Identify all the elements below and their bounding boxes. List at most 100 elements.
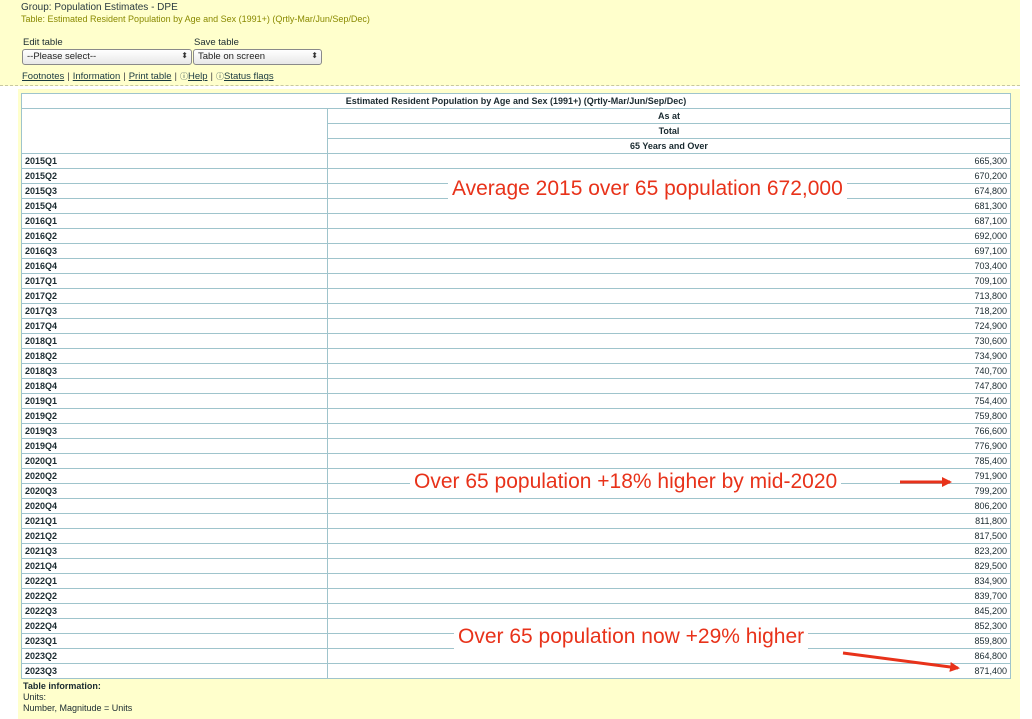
table-row: 2020Q4 806,200: [21, 498, 1011, 514]
table-row: 2018Q3 740,700: [21, 363, 1011, 379]
row-value: 724,900: [327, 318, 1011, 334]
select-arrow-icon: ⬍: [311, 51, 318, 60]
table-row: 2022Q3 845,200: [21, 603, 1011, 619]
table-info-title: Table information:: [23, 681, 101, 691]
table-row: 2016Q1 687,100: [21, 213, 1011, 229]
table-row: 2018Q2 734,900: [21, 348, 1011, 364]
information-link[interactable]: Information: [72, 71, 121, 82]
row-value: 864,800: [327, 648, 1011, 664]
annotation-2015-average: Average 2015 over 65 population 672,000: [448, 177, 847, 201]
row-label: 2022Q1: [21, 573, 328, 589]
row-label: 2016Q4: [21, 258, 328, 274]
row-label: 2016Q1: [21, 213, 328, 229]
annotation-mid-2020: Over 65 population +18% higher by mid-20…: [410, 470, 842, 494]
row-value: 734,900: [327, 348, 1011, 364]
edit-table-select[interactable]: --Please select-- ⬍: [22, 49, 192, 65]
edit-table-value: --Please select--: [27, 51, 97, 62]
row-label: 2017Q2: [21, 288, 328, 304]
row-label: 2022Q2: [21, 588, 328, 604]
table-title: Estimated Resident Population by Age and…: [21, 93, 1011, 109]
row-label: 2022Q4: [21, 618, 328, 634]
table-row: 2019Q4 776,900: [21, 438, 1011, 454]
corner-cell: [21, 108, 328, 154]
row-value: 718,200: [327, 303, 1011, 319]
help-link[interactable]: Help: [187, 71, 208, 82]
table-row: 2022Q1 834,900: [21, 573, 1011, 589]
save-table-select[interactable]: Table on screen ⬍: [193, 49, 322, 65]
table-row: 2017Q3 718,200: [21, 303, 1011, 319]
row-label: 2021Q4: [21, 558, 328, 574]
row-value: 823,200: [327, 543, 1011, 559]
table-row: 2023Q2 864,800: [21, 648, 1011, 664]
row-value: 709,100: [327, 273, 1011, 289]
footnotes-link[interactable]: Footnotes: [22, 71, 65, 82]
row-label: 2023Q3: [21, 663, 328, 679]
table-row: 2019Q1 754,400: [21, 393, 1011, 409]
row-label: 2020Q1: [21, 453, 328, 469]
row-label: 2015Q1: [21, 153, 328, 169]
table-row: 2016Q4 703,400: [21, 258, 1011, 274]
row-value: 692,000: [327, 228, 1011, 244]
table-information: Table information: Units: Number, Magnit…: [23, 681, 132, 714]
row-label: 2017Q4: [21, 318, 328, 334]
table-row: 2021Q2 817,500: [21, 528, 1011, 544]
table-row: 2021Q3 823,200: [21, 543, 1011, 559]
column-header-age-group: 65 Years and Over: [327, 138, 1011, 154]
row-label: 2017Q3: [21, 303, 328, 319]
status-flags-link[interactable]: Status flags: [223, 71, 274, 82]
print-table-link[interactable]: Print table: [128, 71, 172, 82]
row-value: 754,400: [327, 393, 1011, 409]
row-label: 2020Q2: [21, 468, 328, 484]
row-label: 2021Q1: [21, 513, 328, 529]
row-value: 839,700: [327, 588, 1011, 604]
row-value: 687,100: [327, 213, 1011, 229]
row-value: 785,400: [327, 453, 1011, 469]
row-value: 730,600: [327, 333, 1011, 349]
table-row: 2016Q3 697,100: [21, 243, 1011, 259]
row-label: 2021Q2: [21, 528, 328, 544]
row-label: 2016Q2: [21, 228, 328, 244]
row-label: 2022Q3: [21, 603, 328, 619]
edit-table-label: Edit table: [23, 37, 63, 48]
status-flags-icon: ⓘ: [215, 72, 224, 81]
row-value: 845,200: [327, 603, 1011, 619]
row-label: 2018Q4: [21, 378, 328, 394]
row-label: 2018Q3: [21, 363, 328, 379]
annotation-now: Over 65 population now +29% higher: [454, 625, 809, 649]
table-row: 2021Q4 829,500: [21, 558, 1011, 574]
row-value: 759,800: [327, 408, 1011, 424]
row-value: 697,100: [327, 243, 1011, 259]
table-row: 2017Q2 713,800: [21, 288, 1011, 304]
header-panel: Group: Population Estimates - DPE Table:…: [0, 0, 1020, 86]
row-label: 2020Q3: [21, 483, 328, 499]
row-value: 817,500: [327, 528, 1011, 544]
row-label: 2023Q1: [21, 633, 328, 649]
table-row: 2019Q3 766,600: [21, 423, 1011, 439]
table-row: 2018Q1 730,600: [21, 333, 1011, 349]
row-label: 2016Q3: [21, 243, 328, 259]
row-label: 2019Q4: [21, 438, 328, 454]
table-info-magnitude: Number, Magnitude = Units: [23, 703, 133, 713]
row-label: 2019Q2: [21, 408, 328, 424]
row-label: 2019Q1: [21, 393, 328, 409]
table-info-units: Units:: [23, 692, 47, 702]
table-row: 2023Q3 871,400: [21, 663, 1011, 679]
row-label: 2023Q2: [21, 648, 328, 664]
group-title: Group: Population Estimates - DPE: [21, 2, 178, 13]
row-label: 2018Q1: [21, 333, 328, 349]
row-label: 2020Q4: [21, 498, 328, 514]
select-arrow-icon: ⬍: [181, 51, 188, 60]
row-label: 2015Q2: [21, 168, 328, 184]
column-header-total: Total: [327, 123, 1011, 139]
table-subtitle: Table: Estimated Resident Population by …: [21, 14, 370, 24]
table-row: 2017Q4 724,900: [21, 318, 1011, 334]
row-value: 871,400: [327, 663, 1011, 679]
row-value: 665,300: [327, 153, 1011, 169]
column-header-as-at: As at: [327, 108, 1011, 124]
row-label: 2019Q3: [21, 423, 328, 439]
save-table-label: Save table: [194, 37, 239, 48]
row-value: 713,800: [327, 288, 1011, 304]
save-table-value: Table on screen: [198, 51, 266, 62]
table-row: 2022Q2 839,700: [21, 588, 1011, 604]
row-value: 747,800: [327, 378, 1011, 394]
